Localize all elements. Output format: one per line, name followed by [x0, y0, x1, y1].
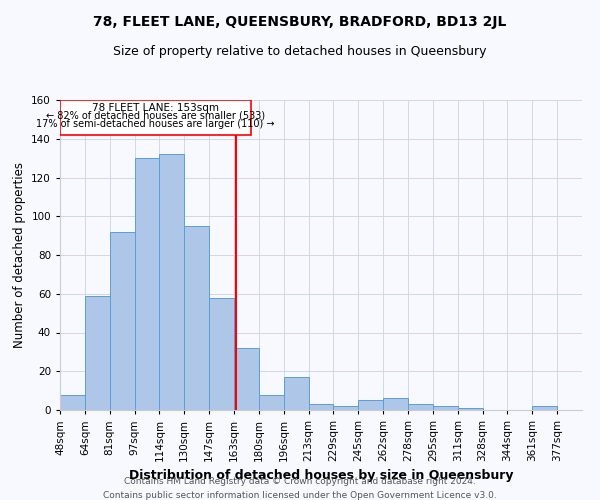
Bar [60, 100, 251, 135]
Bar [85, 296, 110, 410]
Bar [184, 226, 209, 410]
Bar [134, 158, 160, 410]
Text: 17% of semi-detached houses are larger (110) →: 17% of semi-detached houses are larger (… [36, 120, 275, 130]
Text: 78 FLEET LANE: 153sqm: 78 FLEET LANE: 153sqm [92, 103, 219, 113]
Bar [408, 404, 433, 410]
Bar [284, 377, 308, 410]
Bar [209, 298, 234, 410]
Bar [160, 154, 184, 410]
Bar [110, 232, 134, 410]
Bar [458, 408, 482, 410]
Text: 78, FLEET LANE, QUEENSBURY, BRADFORD, BD13 2JL: 78, FLEET LANE, QUEENSBURY, BRADFORD, BD… [94, 15, 506, 29]
Y-axis label: Number of detached properties: Number of detached properties [13, 162, 26, 348]
Bar [383, 398, 408, 410]
Bar [532, 406, 557, 410]
Text: Contains HM Land Registry data © Crown copyright and database right 2024.: Contains HM Land Registry data © Crown c… [124, 478, 476, 486]
Bar [334, 406, 358, 410]
Bar [308, 404, 334, 410]
X-axis label: Distribution of detached houses by size in Queensbury: Distribution of detached houses by size … [129, 470, 513, 482]
Bar [60, 394, 85, 410]
Text: Size of property relative to detached houses in Queensbury: Size of property relative to detached ho… [113, 45, 487, 58]
Bar [358, 400, 383, 410]
Text: ← 82% of detached houses are smaller (533): ← 82% of detached houses are smaller (53… [46, 110, 265, 120]
Bar [433, 406, 458, 410]
Text: Contains public sector information licensed under the Open Government Licence v3: Contains public sector information licen… [103, 491, 497, 500]
Bar [234, 348, 259, 410]
Bar [259, 394, 284, 410]
